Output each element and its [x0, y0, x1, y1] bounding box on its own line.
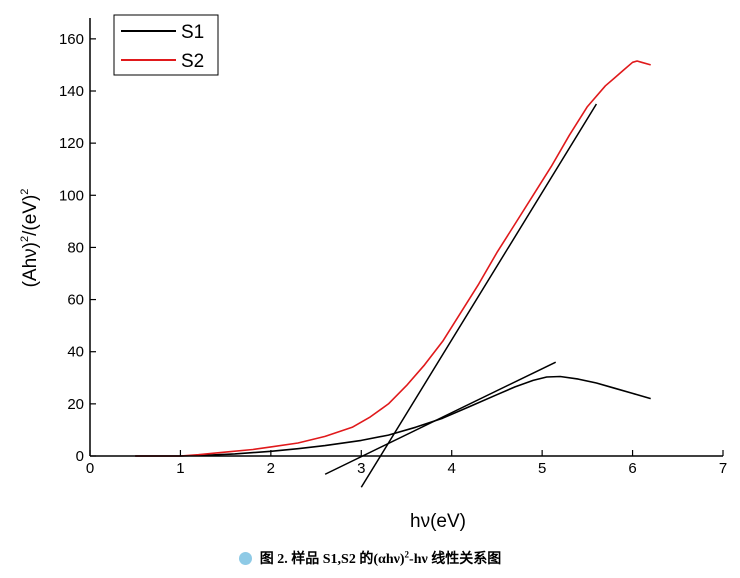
y-tick-label: 140: [59, 83, 84, 100]
y-axis-title-sup-a: 2: [19, 236, 31, 242]
legend: S1 S2: [113, 14, 219, 76]
series-line-s1: [135, 375, 651, 457]
x-tick-label: 6: [628, 460, 636, 477]
x-axis-title: hν(eV): [410, 511, 466, 532]
figure-caption: 图 2. 样品 S1,S2 的(αhν)2-hν 线性关系图: [0, 548, 740, 568]
y-tick-label: 60: [67, 292, 84, 309]
legend-box: [113, 14, 219, 76]
series-line-s2: [135, 60, 651, 457]
caption-sup: 2: [404, 549, 410, 560]
x-tick-label: 5: [538, 460, 546, 477]
plot-area: [135, 60, 651, 488]
y-axis-title: (Ahν)2/(eV)2: [19, 189, 41, 288]
y-tick-label: 120: [59, 135, 84, 152]
tangent-line-1: [324, 361, 557, 475]
y-tick-label: 20: [67, 396, 84, 413]
x-tick-label: 3: [357, 460, 365, 477]
caption-suffix: -hν 线性关系图: [409, 552, 502, 567]
tangent-line-2: [360, 103, 598, 488]
x-tick-label: 7: [719, 460, 727, 477]
y-axis-title-part-a: (Ahν): [20, 242, 41, 287]
y-axis-title-part-b: /(eV): [20, 195, 41, 236]
x-tick-label: 2: [267, 460, 275, 477]
series-layer: [135, 60, 651, 457]
x-ticks: 0 1 2 3 4 5 6 7: [86, 450, 727, 477]
y-ticks: 0 20 40 60 80 100 120 140 160: [59, 31, 96, 465]
x-tick-label: 0: [86, 460, 94, 477]
y-tick-label: 100: [59, 187, 84, 204]
y-tick-label: 0: [76, 448, 84, 465]
x-tick-label: 4: [448, 460, 456, 477]
legend-label-s1: S1: [181, 22, 204, 43]
y-tick-label: 160: [59, 31, 84, 48]
x-tick-label: 1: [176, 460, 184, 477]
y-tick-label: 40: [67, 344, 84, 361]
caption-prefix: 图 2. 样品 S1,S2 的(αhν): [259, 552, 405, 567]
y-axis-title-sup-b: 2: [19, 189, 31, 195]
tangent-layer: [324, 103, 598, 488]
caption-bullet-icon: [238, 552, 252, 565]
legend-label-s2: S2: [181, 51, 204, 72]
y-tick-label: 80: [67, 239, 84, 256]
